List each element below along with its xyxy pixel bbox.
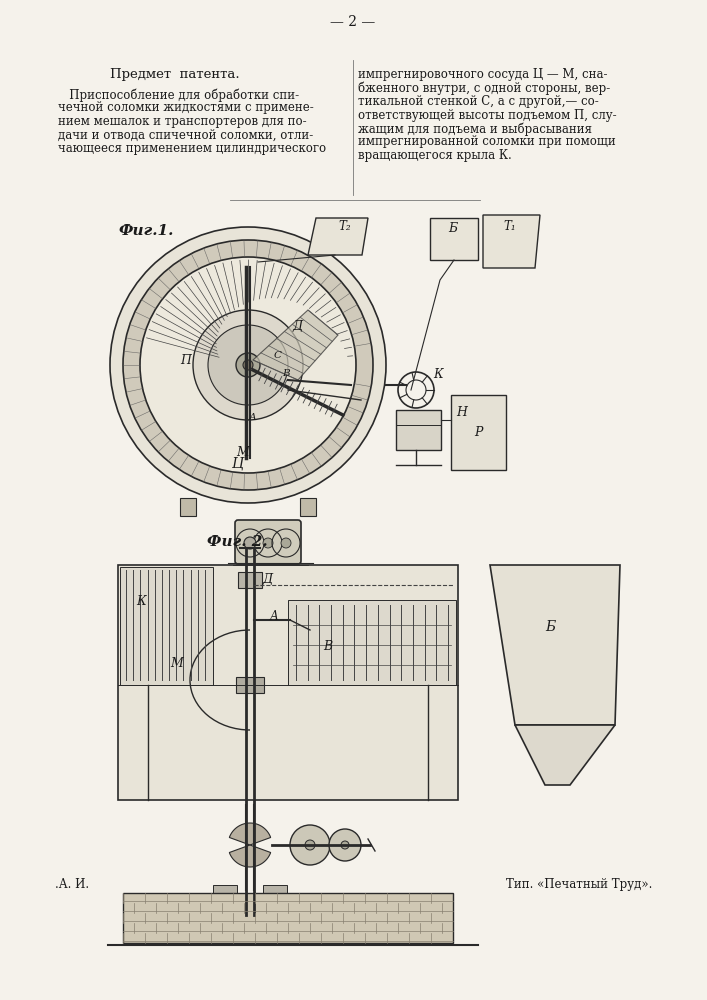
- FancyBboxPatch shape: [288, 600, 456, 685]
- FancyBboxPatch shape: [213, 885, 237, 893]
- Text: Предмет  патента.: Предмет патента.: [110, 68, 240, 81]
- Text: В: В: [282, 368, 290, 377]
- Circle shape: [193, 310, 303, 420]
- Circle shape: [245, 538, 255, 548]
- Text: дачи и отвода спичечной соломки, отли-: дачи и отвода спичечной соломки, отли-: [58, 128, 313, 141]
- Polygon shape: [430, 218, 478, 260]
- Text: жащим для подъема и выбрасывания: жащим для подъема и выбрасывания: [358, 122, 592, 135]
- Text: Д: Д: [293, 320, 303, 334]
- Circle shape: [208, 325, 288, 405]
- Text: — 2 —: — 2 —: [330, 15, 375, 29]
- Text: К: К: [433, 368, 443, 381]
- Text: М: М: [237, 446, 250, 460]
- Circle shape: [329, 829, 361, 861]
- Text: Приспособление для обработки спи-: Приспособление для обработки спи-: [58, 88, 299, 102]
- FancyBboxPatch shape: [118, 565, 458, 800]
- Circle shape: [140, 257, 356, 473]
- FancyBboxPatch shape: [238, 572, 262, 588]
- Polygon shape: [229, 845, 271, 867]
- Polygon shape: [253, 310, 338, 380]
- FancyBboxPatch shape: [180, 498, 196, 516]
- FancyBboxPatch shape: [263, 885, 287, 893]
- Circle shape: [263, 538, 273, 548]
- Text: вращающегося крыла К.: вращающегося крыла К.: [358, 149, 512, 162]
- Circle shape: [236, 353, 260, 377]
- Text: ответствующей высоты подъемом П, слу-: ответствующей высоты подъемом П, слу-: [358, 108, 617, 121]
- Polygon shape: [308, 218, 368, 255]
- FancyBboxPatch shape: [235, 520, 301, 564]
- Text: Фиг.1.: Фиг.1.: [118, 224, 173, 238]
- Text: T₂: T₂: [339, 220, 351, 233]
- Text: Тип. «Печатный Труд».: Тип. «Печатный Труд».: [506, 878, 652, 891]
- Text: А: А: [270, 610, 279, 623]
- FancyBboxPatch shape: [300, 498, 316, 516]
- Polygon shape: [490, 565, 620, 725]
- Text: Б: Б: [545, 620, 555, 634]
- FancyBboxPatch shape: [120, 567, 213, 685]
- Circle shape: [123, 240, 373, 490]
- Circle shape: [305, 840, 315, 850]
- Polygon shape: [515, 725, 615, 785]
- Text: Фиг. 2.: Фиг. 2.: [206, 535, 267, 549]
- Text: К: К: [136, 595, 146, 608]
- Polygon shape: [483, 215, 540, 268]
- Circle shape: [244, 537, 256, 549]
- Text: П: П: [180, 354, 192, 366]
- FancyBboxPatch shape: [451, 395, 506, 470]
- Circle shape: [341, 841, 349, 849]
- Circle shape: [290, 825, 330, 865]
- Text: В: В: [323, 640, 332, 653]
- Text: T₁: T₁: [503, 220, 516, 233]
- Polygon shape: [229, 823, 271, 845]
- Text: импрегнировочного сосуда Ц — М, сна-: импрегнировочного сосуда Ц — М, сна-: [358, 68, 607, 81]
- FancyBboxPatch shape: [396, 410, 441, 450]
- FancyBboxPatch shape: [236, 677, 264, 693]
- Circle shape: [281, 538, 291, 548]
- Text: Д: Д: [262, 573, 272, 586]
- FancyBboxPatch shape: [123, 893, 453, 943]
- Text: бженного внутри, с одной стороны, вер-: бженного внутри, с одной стороны, вер-: [358, 82, 610, 95]
- Text: М: М: [170, 657, 182, 670]
- Text: А: А: [249, 412, 257, 422]
- Text: Б: Б: [448, 222, 457, 235]
- Text: чающееся применением цилиндрического: чающееся применением цилиндрического: [58, 142, 326, 155]
- Text: Р: Р: [474, 426, 482, 440]
- Text: Ц: Ц: [232, 456, 244, 470]
- Text: .А. И.: .А. И.: [55, 878, 89, 891]
- Text: импрегнированной соломки при помощи: импрегнированной соломки при помощи: [358, 135, 616, 148]
- Circle shape: [243, 360, 253, 370]
- Text: чечной соломки жидкостями с примене-: чечной соломки жидкостями с примене-: [58, 102, 314, 114]
- Circle shape: [110, 227, 386, 503]
- Text: Н: Н: [456, 406, 467, 420]
- Text: С: С: [274, 351, 282, 360]
- Text: нием мешалок и транспортеров для по-: нием мешалок и транспортеров для по-: [58, 115, 307, 128]
- Text: тикальной стенкой С, а с другой,— со-: тикальной стенкой С, а с другой,— со-: [358, 95, 599, 108]
